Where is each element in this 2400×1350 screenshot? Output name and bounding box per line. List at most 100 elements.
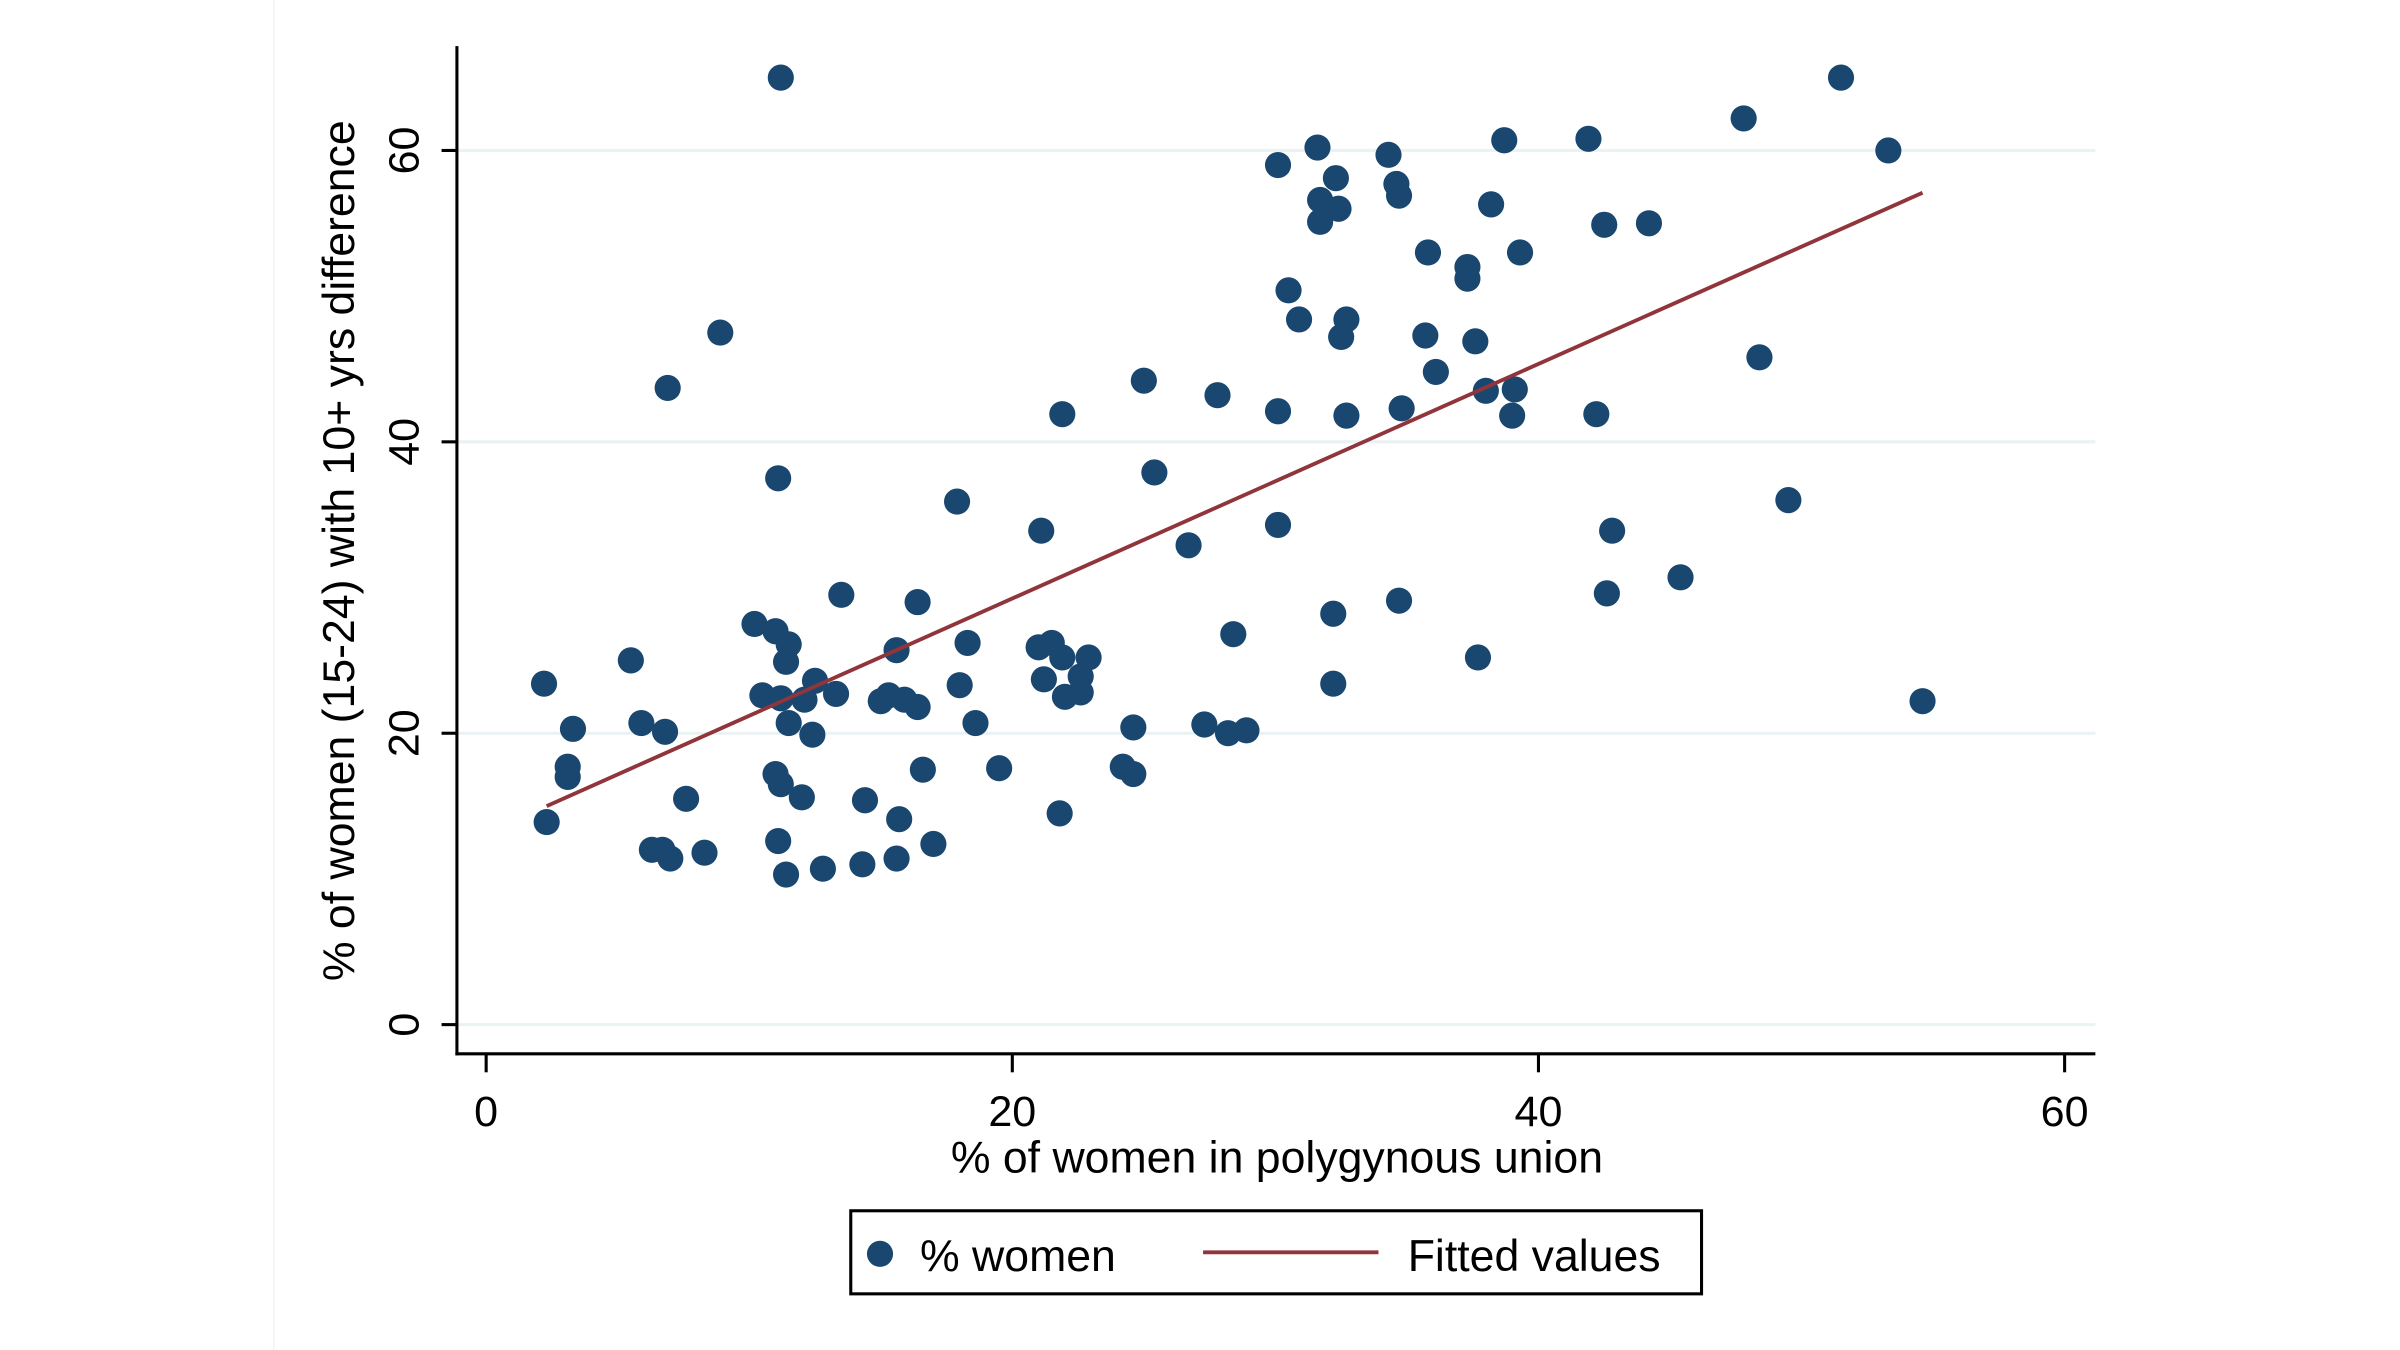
fitted-line-group: [545, 190, 1924, 808]
data-point: [1233, 717, 1260, 744]
data-point: [1049, 644, 1076, 671]
data-point: [1046, 800, 1073, 827]
data-point: [822, 680, 850, 707]
data-point: [1049, 401, 1076, 428]
y-tick-label: 0: [380, 1013, 428, 1037]
data-point: [1320, 670, 1347, 697]
data-point: [617, 647, 644, 674]
legend-label-fit: Fitted values: [1408, 1232, 1661, 1281]
data-point: [799, 721, 826, 748]
data-point: [1875, 137, 1902, 164]
data-point: [809, 855, 836, 882]
data-point: [1667, 564, 1694, 591]
y-tick-label: 20: [380, 709, 428, 757]
data-point: [1591, 211, 1618, 238]
data-point: [1414, 239, 1442, 266]
data-point: [1067, 679, 1094, 706]
legend-marker-points: [866, 1240, 894, 1267]
data-point: [986, 755, 1013, 782]
x-tick-label: 40: [1515, 1088, 1563, 1136]
data-point: [1385, 182, 1413, 209]
data-point: [1320, 600, 1347, 627]
data-point: [1575, 125, 1602, 152]
data-point: [673, 785, 700, 812]
y-axis-title: % of women (15-24) with 10+ yrs differen…: [315, 120, 364, 981]
gridlines: [458, 148, 2096, 1027]
data-point: [1141, 459, 1168, 486]
data-point: [1501, 376, 1528, 403]
data-point: [1775, 487, 1802, 514]
data-point: [1325, 195, 1352, 222]
data-point: [849, 851, 876, 878]
data-point: [775, 709, 802, 737]
data-point: [1030, 666, 1057, 693]
data-point: [767, 771, 794, 798]
data-point: [1385, 587, 1413, 614]
data-point: [1130, 367, 1157, 394]
legend-label-points: % women: [920, 1232, 1116, 1281]
data-point: [1730, 105, 1757, 132]
data-point: [1191, 711, 1218, 738]
data-point: [1264, 511, 1292, 538]
data-point: [828, 581, 855, 608]
data-point: [1285, 306, 1313, 333]
legend: % women Fitted values: [849, 1209, 1704, 1296]
data-point: [1746, 344, 1773, 371]
data-point: [1120, 714, 1147, 741]
y-tick-label: 60: [380, 127, 428, 175]
data-point: [1275, 277, 1302, 304]
data-point: [1593, 580, 1620, 607]
data-point: [1328, 323, 1355, 351]
data-point: [559, 715, 587, 742]
data-point: [1322, 165, 1349, 192]
data-point: [1333, 402, 1360, 429]
data-point: [765, 827, 792, 855]
data-point: [851, 787, 879, 814]
data-point: [1204, 382, 1231, 409]
x-tick-label: 0: [474, 1088, 498, 1136]
data-point: [962, 709, 989, 737]
data-point: [1506, 239, 1534, 266]
x-axis-ticks: 0 20 40 60: [474, 1053, 2089, 1136]
data-point: [1028, 517, 1055, 544]
data-point: [904, 693, 931, 721]
data-point: [657, 845, 684, 872]
data-point: [1583, 401, 1610, 428]
data-point: [909, 756, 936, 783]
data-point: [1120, 760, 1147, 788]
data-point: [920, 830, 947, 858]
y-tick-label: 40: [380, 418, 428, 466]
data-point: [767, 64, 794, 91]
data-point: [1478, 191, 1505, 218]
data-point: [1462, 328, 1489, 355]
data-point: [651, 718, 679, 745]
data-point: [1220, 621, 1247, 648]
data-point: [1422, 358, 1449, 385]
data-point: [904, 589, 931, 616]
y-axis-ticks: 0 20 40 60: [380, 127, 457, 1037]
data-point: [1909, 688, 1936, 715]
x-axis-title: % of women in polygynous union: [951, 1133, 1603, 1182]
data-point: [1635, 210, 1663, 237]
data-point: [1499, 402, 1526, 429]
data-point: [943, 488, 971, 515]
data-point: [788, 784, 815, 811]
data-point: [1375, 141, 1402, 168]
scatter-points: [530, 64, 1936, 888]
data-point: [1464, 644, 1492, 671]
data-point: [628, 709, 655, 737]
data-point: [1599, 517, 1626, 544]
data-point: [946, 672, 973, 699]
data-point: [533, 809, 560, 836]
data-point: [867, 688, 894, 715]
data-point: [654, 374, 681, 402]
data-point: [1412, 322, 1439, 349]
data-point: [883, 845, 910, 872]
data-point: [1388, 395, 1415, 422]
data-point: [1307, 208, 1334, 235]
data-point: [691, 839, 718, 866]
data-point: [772, 861, 800, 888]
data-point: [765, 465, 792, 492]
